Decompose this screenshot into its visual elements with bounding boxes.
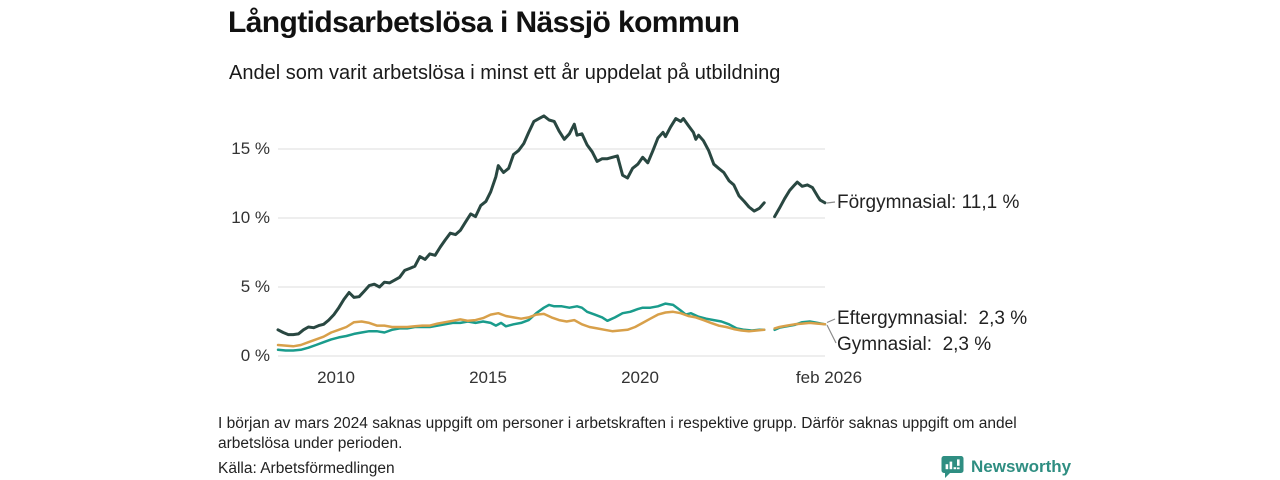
x-axis-tick-2010: 2010 (317, 368, 355, 387)
y-axis-tick-15: 15 % (231, 139, 270, 158)
source-label: Källa: Arbetsförmedlingen (218, 460, 395, 477)
series-label-forgymnasial: Förgymnasial: 11,1 % (837, 192, 1020, 213)
y-axis-tick-0: 0 % (240, 346, 270, 365)
page-title: Långtidsarbetslösa i Nässjö kommun (228, 6, 740, 39)
page-subtitle: Andel som varit arbetslösa i minst ett å… (229, 62, 781, 84)
series-label-gymnasial: Gymnasial: 2,3 % (837, 334, 992, 355)
x-axis-tick-2015: 2015 (469, 368, 507, 387)
y-axis-tick-5: 5 % (240, 277, 270, 296)
y-axis-tick-10: 10 % (231, 208, 270, 227)
newsworthy-logo-icon (941, 456, 964, 478)
x-axis-tick-feb-2026: feb 2026 (795, 368, 863, 387)
x-axis-tick-2020: 2020 (621, 368, 659, 387)
newsworthy-branding: Newsworthy (941, 455, 1071, 479)
newsworthy-logo-text: Newsworthy (971, 457, 1072, 476)
footnote: I början av mars 2024 saknas uppgift om … (218, 415, 1017, 452)
series-label-eftergymnasial: Eftergymnasial: 2,3 % (837, 308, 1028, 329)
